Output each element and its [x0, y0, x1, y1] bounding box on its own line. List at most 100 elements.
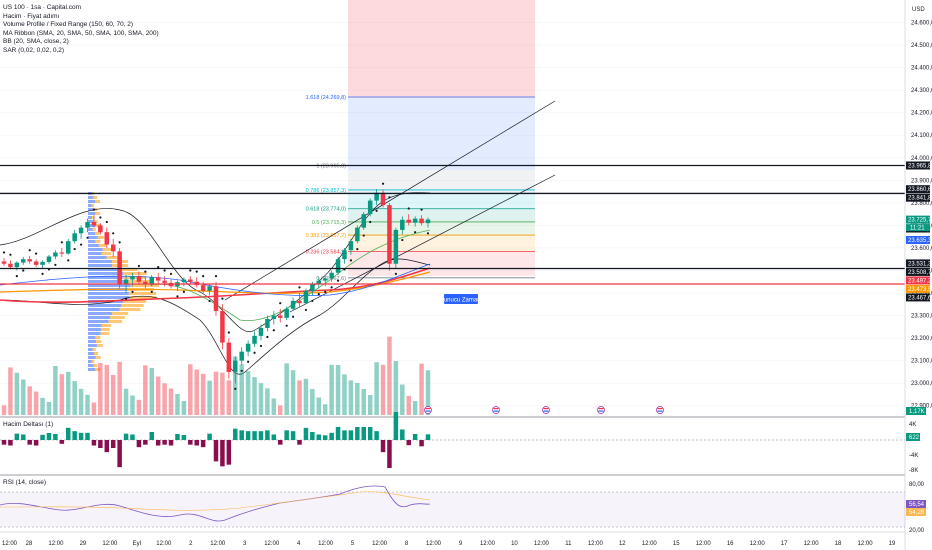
time-tick-label: 12:00 [480, 541, 496, 547]
candle-body[interactable] [72, 233, 77, 242]
candle-body[interactable] [21, 259, 26, 263]
candle-body[interactable] [162, 280, 167, 283]
candle-body[interactable] [284, 308, 289, 318]
candle-body[interactable] [14, 262, 20, 268]
candle-body[interactable] [149, 277, 155, 285]
legend-ma-ribbon[interactable]: MA Ribbon (SMA, 20, SMA, 50, SMA, 100, S… [3, 29, 159, 37]
candle-body[interactable] [374, 192, 379, 201]
candle-body[interactable] [348, 241, 354, 251]
volume-delta-bar [65, 427, 71, 440]
legend-sar[interactable]: SAR (0,02, 0,02, 0,2) [3, 46, 65, 54]
candle-body[interactable] [1, 261, 7, 264]
candle-body[interactable] [277, 315, 283, 318]
candle-body[interactable] [200, 285, 206, 291]
economic-event-icon[interactable] [597, 406, 605, 414]
sar-dot [349, 259, 353, 262]
economic-event-icon[interactable] [424, 406, 432, 414]
rsi-label[interactable]: RSI (14, close) [3, 479, 46, 486]
candle-body[interactable] [303, 290, 309, 304]
candle-body[interactable] [91, 222, 97, 226]
candle-body[interactable] [425, 219, 431, 224]
horizontal-levels[interactable] [0, 164, 905, 285]
volume-bar [335, 365, 341, 415]
candle-body[interactable] [8, 263, 13, 268]
candle-body[interactable] [213, 286, 219, 312]
price-tick-label: 23.900,0 [911, 178, 932, 184]
volume-bar [239, 364, 244, 415]
candle-body[interactable] [290, 300, 296, 309]
candle-body[interactable] [130, 276, 135, 280]
event-badge[interactable] [444, 294, 478, 304]
candle-body[interactable] [310, 284, 315, 291]
candle-body[interactable] [258, 327, 264, 336]
candle-body[interactable] [155, 277, 161, 281]
candle-body[interactable] [245, 343, 251, 352]
candle-body[interactable] [342, 250, 347, 260]
candlestick-series[interactable] [1, 189, 431, 384]
flag-icon [543, 408, 549, 410]
candle-body[interactable] [59, 252, 65, 254]
economic-events[interactable] [424, 406, 664, 414]
sar-dot [381, 182, 385, 185]
candle-body[interactable] [123, 279, 129, 285]
legend-volume-profile[interactable]: Volume Profile / Fixed Range (150, 60, 7… [3, 21, 134, 29]
candle-body[interactable] [104, 232, 110, 245]
candle-body[interactable] [46, 256, 52, 262]
candle-body[interactable] [226, 342, 232, 372]
candle-body[interactable] [297, 300, 302, 304]
candle-body[interactable] [329, 272, 334, 279]
volume-delta-label[interactable]: Hacim Deltası (1) [3, 421, 54, 428]
candle-body[interactable] [322, 278, 328, 281]
candle-body[interactable] [393, 229, 399, 264]
time-tick-label: 3 [243, 541, 247, 547]
candle-body[interactable] [40, 261, 45, 265]
candle-body[interactable] [85, 222, 90, 228]
time-axis[interactable]: 12:00 28 12:00 29 12:00 Eyl 12:00 2 12:00 3 12:00 4… [2, 541, 896, 547]
candle-body[interactable] [355, 227, 360, 242]
candle-body[interactable] [367, 200, 373, 215]
candle-body[interactable] [117, 251, 122, 285]
candle-body[interactable] [265, 318, 270, 328]
candle-body[interactable] [233, 360, 238, 372]
candle-body[interactable] [110, 244, 116, 252]
legend-bb[interactable]: BB (20, SMA, close, 2) [3, 38, 69, 46]
candle-body[interactable] [207, 286, 212, 291]
legend-volume[interactable]: Hacim · Fiyat adımı [3, 12, 60, 20]
economic-event-icon[interactable] [656, 406, 664, 414]
volume-profile-bar [112, 312, 129, 315]
candle-body[interactable] [239, 351, 244, 361]
volume-bar [188, 364, 193, 415]
legend-symbol[interactable]: US 100 · 1sa · Capital.com [3, 4, 82, 11]
candle-body[interactable] [419, 218, 424, 224]
candle-body[interactable] [361, 214, 367, 228]
candle-body[interactable] [400, 219, 405, 230]
economic-event-icon[interactable] [492, 406, 500, 414]
candle-body[interactable] [27, 259, 32, 262]
time-tick-label: 17 [781, 541, 788, 547]
candle-body[interactable] [220, 311, 225, 343]
candle-body[interactable] [65, 241, 71, 254]
candle-body[interactable] [33, 261, 39, 265]
candle-body[interactable] [78, 227, 84, 234]
candle-body[interactable] [406, 219, 411, 223]
time-tick-label: 10 [511, 541, 518, 547]
sar-dot [86, 236, 89, 239]
channel-upper[interactable] [224, 100, 556, 301]
candle-body[interactable] [98, 225, 103, 233]
candle-body[interactable] [143, 281, 148, 285]
candle-body[interactable] [136, 276, 142, 282]
candle-body[interactable] [271, 315, 277, 319]
candle-body[interactable] [412, 218, 418, 223]
economic-event-icon[interactable] [542, 406, 550, 414]
volume-bar [8, 367, 13, 415]
candle-body[interactable] [252, 335, 257, 344]
candle-body[interactable] [188, 279, 193, 282]
candle-body[interactable] [53, 252, 58, 257]
candle-body[interactable] [387, 205, 392, 264]
volume-delta-bar [27, 440, 32, 445]
candle-body[interactable] [380, 192, 386, 206]
candle-body[interactable] [316, 280, 322, 285]
candle-body[interactable] [181, 279, 187, 283]
candle-body[interactable] [335, 259, 341, 273]
